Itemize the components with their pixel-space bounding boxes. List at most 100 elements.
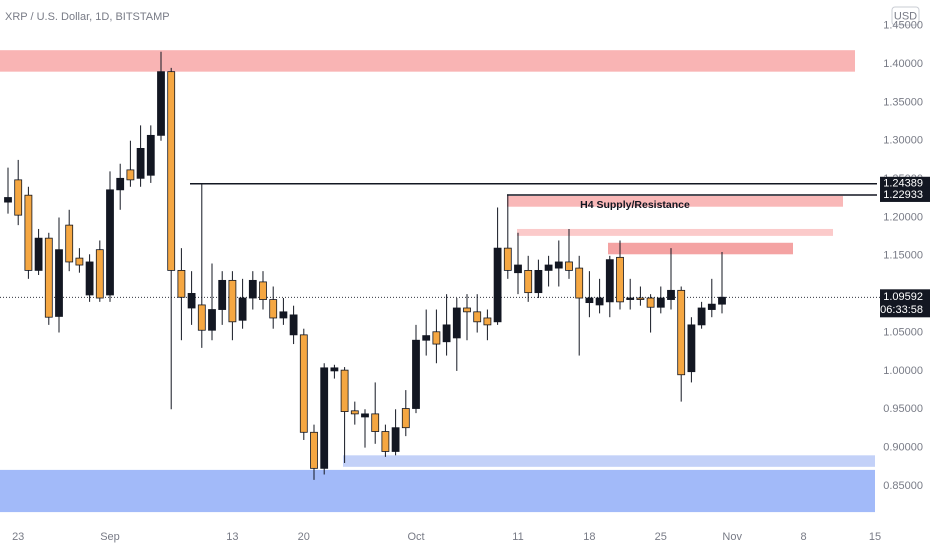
y-tick-label: 1.45000 — [883, 20, 923, 32]
x-tick-label: 11 — [512, 531, 523, 543]
candle-body — [381, 431, 390, 452]
candle-body — [371, 413, 380, 432]
candle-body — [65, 224, 74, 263]
currency-box[interactable] — [891, 6, 920, 26]
y-tick-label: 0.85000 — [883, 480, 923, 492]
x-tick-label: 8 — [801, 531, 807, 543]
candle-body — [412, 339, 420, 409]
x-tick-label: 15 — [869, 531, 881, 543]
candle-body — [238, 297, 247, 321]
candle-body — [157, 71, 165, 136]
candle-body — [605, 259, 614, 303]
candle-body — [279, 311, 288, 319]
zone — [507, 195, 843, 207]
zone — [343, 455, 875, 467]
candle-body — [432, 331, 441, 345]
candle-body — [146, 134, 155, 176]
candle-body — [330, 367, 339, 372]
zone — [0, 50, 855, 72]
candle-body — [228, 279, 237, 323]
candle-body — [534, 269, 543, 294]
candle-body — [554, 261, 563, 269]
x-tick-label: 23 — [12, 531, 24, 543]
candle-body — [636, 297, 645, 300]
candle-body — [126, 169, 135, 181]
candle-body — [106, 189, 114, 296]
candle-body — [585, 297, 594, 304]
zone — [608, 242, 793, 255]
candle-body — [667, 289, 675, 300]
candle-body — [697, 307, 706, 326]
candle-body — [289, 314, 298, 336]
currency[interactable]: USD — [894, 10, 917, 22]
candle-body — [646, 297, 655, 308]
y-tick-label: 1.40000 — [883, 58, 923, 70]
candle-body — [616, 256, 624, 303]
y-tick-label: 1.05000 — [883, 326, 923, 338]
candle-body — [187, 293, 196, 309]
candle-body — [136, 147, 145, 179]
candle-body — [595, 297, 604, 306]
y-tick-label: 1.30000 — [883, 135, 923, 147]
candle-body — [116, 177, 125, 191]
candle-body — [575, 267, 584, 299]
candle-body — [422, 335, 431, 341]
candle-body — [544, 264, 553, 271]
chart-title: XRP / U.S. Dollar, 1D, BITSTAMP — [5, 11, 170, 23]
candle-body — [95, 249, 104, 299]
y-tick-label: 1.00000 — [883, 365, 923, 377]
candle-body — [626, 297, 635, 300]
candle-body — [4, 197, 12, 203]
y-tick-label: 1.15000 — [883, 250, 923, 262]
level-label: 1.24389 — [883, 178, 923, 190]
candle-body — [707, 303, 716, 310]
candle-body — [524, 269, 533, 294]
x-tick-label: 18 — [583, 531, 595, 543]
candle-body — [248, 279, 257, 299]
candle-body — [320, 367, 329, 469]
y-tick-label: 0.95000 — [883, 403, 923, 415]
candle-body — [565, 261, 573, 271]
last-price-label: 1.09592 — [883, 291, 923, 303]
countdown-label: 06:33:58 — [880, 304, 923, 316]
candle-body — [687, 324, 696, 373]
candle-body — [718, 296, 726, 305]
candle-body — [503, 247, 512, 271]
candle-body — [299, 334, 308, 433]
level-label-box — [880, 187, 930, 202]
candle-body — [197, 304, 206, 331]
x-tick-label: Oct — [407, 531, 424, 543]
candle-body — [442, 324, 451, 343]
candle-body — [391, 427, 400, 452]
x-tick-label: 20 — [298, 531, 310, 543]
x-tick-label: 13 — [226, 531, 238, 543]
y-tick-label: 1.35000 — [883, 96, 923, 108]
candle-body — [44, 237, 53, 318]
zone — [517, 228, 833, 236]
x-tick-label: Sep — [100, 531, 120, 543]
last-price-box — [880, 289, 930, 318]
x-tick-label: Nov — [722, 531, 742, 543]
candle-body — [310, 431, 318, 469]
annotation: H4 Supply/Resistance — [580, 199, 690, 211]
candle-body — [340, 369, 349, 412]
x-tick-label: 25 — [655, 531, 667, 543]
candle-body — [14, 179, 23, 216]
candle-body — [218, 279, 227, 310]
candle-body — [208, 309, 216, 331]
candle-body — [677, 289, 686, 376]
candle-body — [75, 257, 84, 266]
level-label: 1.22933 — [883, 189, 923, 201]
candle-body — [656, 297, 665, 308]
y-tick-label: 1.20000 — [883, 211, 923, 223]
candle-body — [85, 261, 94, 296]
candle-body — [34, 237, 43, 271]
candle-body — [350, 410, 359, 415]
candle-body — [463, 307, 471, 313]
candle-body — [401, 408, 410, 429]
candle-body — [452, 307, 461, 339]
candle-body — [269, 299, 278, 319]
candle-body — [493, 247, 502, 323]
y-tick-label: 0.90000 — [883, 442, 923, 454]
